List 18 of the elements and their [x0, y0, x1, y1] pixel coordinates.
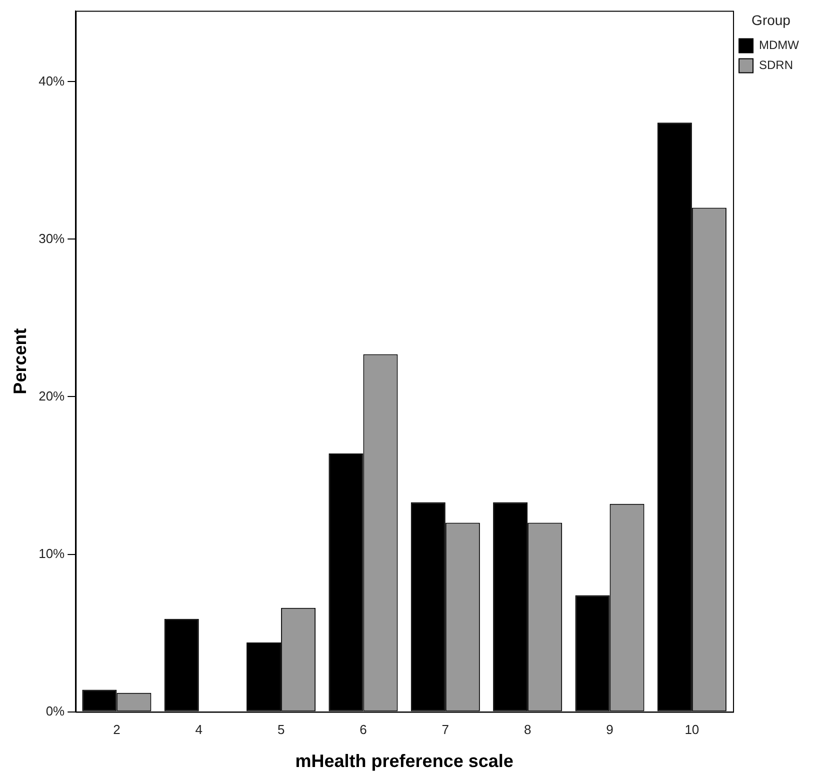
y-tick-label: 40%	[38, 73, 66, 88]
x-tick-label: 5	[277, 722, 285, 738]
x-axis-title: mHealth preference scale	[295, 751, 514, 772]
x-tick-label: 4	[195, 722, 202, 738]
x-tick-label: 8	[524, 722, 532, 738]
legend-label: SDRN	[759, 58, 794, 72]
y-tick-label: 10%	[38, 546, 66, 561]
y-tick-label: 0%	[46, 703, 66, 718]
x-tick-label: 2	[113, 722, 120, 738]
y-tick-label: 20%	[38, 388, 66, 404]
x-tick-label: 6	[360, 722, 367, 738]
legend-label: MDMW	[759, 38, 800, 52]
x-tick-label: 9	[606, 722, 614, 738]
y-tick-label: 30%	[38, 230, 66, 246]
legend-title: Group	[752, 12, 791, 28]
x-tick-label: 7	[442, 722, 450, 738]
y-axis-title: Percent	[10, 328, 30, 394]
x-tick-label: 10	[684, 722, 700, 738]
